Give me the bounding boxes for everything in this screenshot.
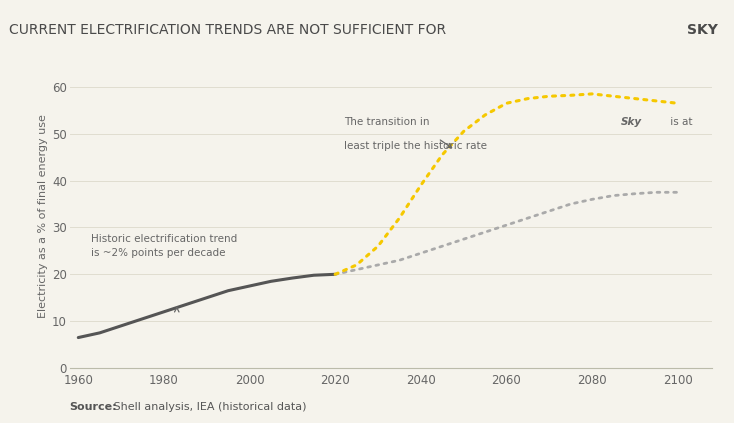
Text: SKY: SKY	[688, 23, 719, 37]
Text: least triple the historic rate: least triple the historic rate	[344, 141, 487, 151]
Text: Historic electrification trend
is ~2% points per decade: Historic electrification trend is ~2% po…	[91, 234, 237, 258]
Text: CURRENT ELECTRIFICATION TRENDS ARE NOT SUFFICIENT FOR: CURRENT ELECTRIFICATION TRENDS ARE NOT S…	[9, 23, 450, 37]
Text: The transition in: The transition in	[344, 117, 432, 127]
Y-axis label: Electricity as a % of final energy use: Electricity as a % of final energy use	[38, 114, 48, 318]
Text: Shell analysis, IEA (historical data): Shell analysis, IEA (historical data)	[110, 402, 307, 412]
Text: is at: is at	[667, 117, 693, 127]
Text: Source:: Source:	[70, 402, 117, 412]
Text: Sky: Sky	[621, 117, 642, 127]
